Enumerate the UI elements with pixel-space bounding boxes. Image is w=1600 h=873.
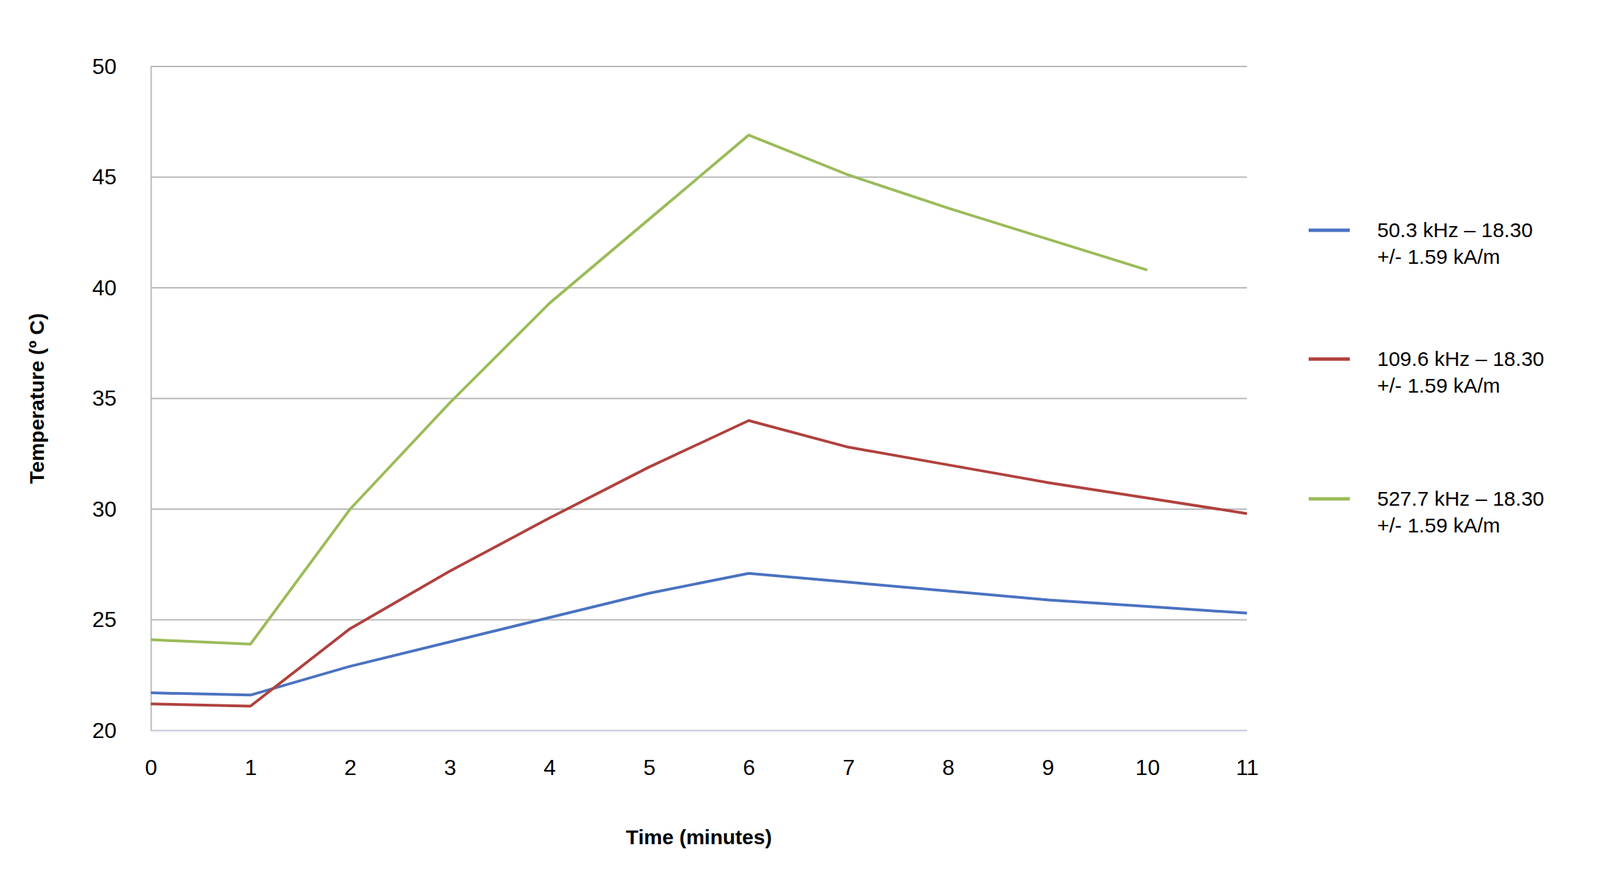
x-tick-label: 2	[344, 755, 357, 781]
x-tick-label: 3	[444, 755, 457, 781]
x-tick: 6	[743, 730, 756, 781]
x-tick: 5	[643, 730, 656, 781]
legend-swatch	[1308, 357, 1350, 362]
y-tick: 25	[91, 607, 151, 633]
chart: 2025303540455001234567891011Time (minute…	[0, 0, 1600, 873]
y-axis-title: Temperature (º C)	[25, 313, 48, 484]
y-tick: 20	[91, 718, 151, 744]
x-tick-label: 5	[643, 755, 656, 781]
y-tick-label: 35	[91, 385, 117, 411]
grid-line	[150, 287, 1247, 289]
x-tick: 10	[1135, 730, 1160, 781]
grid-line	[150, 730, 1247, 732]
y-tick: 50	[91, 54, 151, 79]
x-tick: 8	[942, 730, 955, 781]
x-tick-label: 4	[543, 755, 556, 781]
legend-entry: 50.3 kHz – 18.30+/- 1.59 kA/m	[1308, 218, 1533, 269]
x-axis-title: Time (minutes)	[625, 826, 772, 849]
x-tick-label: 8	[942, 755, 955, 781]
x-tick-label: 1	[244, 755, 258, 781]
series-line	[150, 135, 1148, 645]
y-tick-label: 45	[91, 164, 117, 190]
grid-line	[150, 65, 1247, 68]
series-line	[150, 573, 1247, 696]
y-tick-label: 40	[91, 275, 117, 301]
x-tick-label: 7	[842, 755, 855, 781]
y-tick-label: 20	[91, 718, 117, 744]
legend-entry: 527.7 kHz – 18.30+/- 1.59 kA/m	[1308, 487, 1545, 537]
legend-label: 50.3 kHz – 18.30+/- 1.59 kA/m	[1377, 218, 1533, 269]
grid-line	[150, 398, 1247, 400]
x-tick: 1	[244, 730, 258, 781]
x-tick: 9	[1041, 730, 1055, 781]
legend-swatch	[1308, 497, 1350, 502]
y-tick: 30	[91, 497, 151, 522]
x-tick-label: 0	[145, 755, 158, 781]
x-axis: 0 1 2 3 4 5 6 7 8 9 10 11	[145, 730, 1260, 781]
legend-label: 109.6 kHz – 18.30+/- 1.59 kA/m	[1377, 347, 1545, 397]
x-tick-label: 10	[1135, 755, 1160, 781]
y-axis: 20 25 30 35 40 45 50	[91, 54, 151, 744]
y-tick-label: 50	[91, 54, 117, 79]
grid-line	[150, 508, 1247, 511]
y-tick-label: 30	[91, 497, 117, 522]
x-tick-label: 6	[743, 755, 756, 781]
x-tick: 4	[543, 730, 556, 781]
legend-label: 527.7 kHz – 18.30+/- 1.59 kA/m	[1377, 487, 1545, 537]
plot: 2025303540455001234567891011	[91, 54, 1259, 781]
y-tick: 35	[91, 385, 151, 411]
x-axis-line	[151, 730, 1248, 733]
x-tick: 3	[444, 730, 457, 781]
grid	[150, 66, 1247, 731]
legend-entry: 109.6 kHz – 18.30+/- 1.59 kA/m	[1308, 347, 1545, 397]
legend-swatch	[1308, 228, 1350, 233]
x-tick: 2	[344, 730, 357, 781]
x-tick-label: 11	[1235, 755, 1259, 781]
legend: 50.3 kHz – 18.30+/- 1.59 kA/m 109.6 kHz –…	[1308, 218, 1545, 537]
grid-line	[150, 619, 1247, 622]
x-tick: 0	[145, 730, 158, 781]
y-axis-line	[150, 67, 153, 732]
y-tick-label: 25	[91, 607, 117, 633]
y-tick: 40	[91, 275, 151, 301]
series-line	[150, 420, 1247, 707]
y-tick: 45	[91, 164, 151, 190]
x-tick: 11	[1235, 730, 1259, 781]
x-tick-label: 9	[1041, 755, 1055, 781]
lines	[150, 135, 1247, 707]
x-tick: 7	[842, 730, 855, 781]
